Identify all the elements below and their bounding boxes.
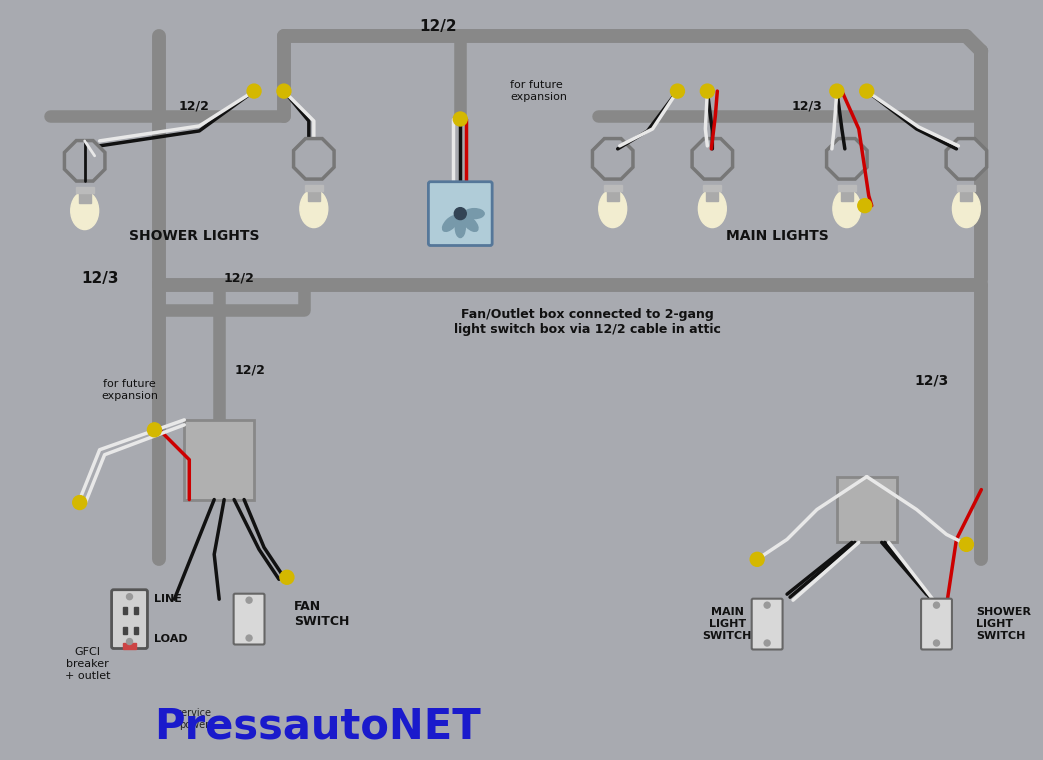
Ellipse shape — [952, 190, 980, 227]
Ellipse shape — [71, 192, 99, 230]
Circle shape — [750, 553, 765, 566]
Bar — [78, 191, 91, 203]
Polygon shape — [65, 141, 105, 181]
Text: service
power: service power — [176, 708, 212, 730]
Circle shape — [246, 597, 252, 603]
FancyBboxPatch shape — [112, 590, 147, 648]
Circle shape — [454, 112, 467, 126]
Text: SHOWER
LIGHT
SWITCH: SHOWER LIGHT SWITCH — [976, 607, 1032, 641]
Text: MAIN LIGHTS: MAIN LIGHTS — [726, 229, 828, 242]
Bar — [308, 188, 320, 201]
Polygon shape — [946, 138, 987, 179]
Text: GFCI
breaker
+ outlet: GFCI breaker + outlet — [65, 648, 111, 680]
FancyBboxPatch shape — [752, 599, 782, 650]
Text: 12/2: 12/2 — [419, 19, 457, 34]
Bar — [703, 185, 722, 191]
Bar — [135, 607, 139, 614]
Text: LINE: LINE — [154, 594, 183, 604]
Text: 12/2: 12/2 — [223, 272, 254, 285]
Text: FAN
SWITCH: FAN SWITCH — [294, 600, 349, 628]
Bar — [961, 188, 972, 201]
Circle shape — [765, 602, 770, 608]
FancyBboxPatch shape — [429, 182, 492, 245]
Circle shape — [830, 84, 844, 98]
Bar — [122, 607, 126, 614]
Bar — [841, 188, 853, 201]
Text: MAIN
LIGHT
SWITCH: MAIN LIGHT SWITCH — [703, 607, 752, 641]
Text: 12/2: 12/2 — [234, 363, 265, 376]
Circle shape — [126, 594, 132, 600]
Ellipse shape — [699, 190, 726, 227]
Text: 12/3: 12/3 — [81, 271, 118, 286]
Polygon shape — [293, 138, 334, 179]
Polygon shape — [827, 138, 867, 179]
Bar — [122, 627, 126, 634]
Circle shape — [933, 602, 940, 608]
Ellipse shape — [300, 190, 328, 227]
Polygon shape — [592, 138, 633, 179]
Bar — [76, 187, 94, 193]
Text: Fan/Outlet box connected to 2-gang
light switch box via 12/2 cable in attic: Fan/Outlet box connected to 2-gang light… — [455, 309, 722, 336]
Text: 12/2: 12/2 — [178, 100, 210, 112]
Bar — [604, 185, 622, 191]
Text: 12/3: 12/3 — [792, 100, 822, 112]
Bar — [122, 643, 137, 649]
Bar — [838, 185, 856, 191]
Ellipse shape — [599, 190, 627, 227]
Bar — [135, 627, 139, 634]
Ellipse shape — [456, 217, 465, 238]
Bar — [607, 188, 618, 201]
Circle shape — [960, 537, 973, 551]
Circle shape — [455, 207, 466, 220]
Bar — [305, 185, 322, 191]
Circle shape — [280, 570, 294, 584]
Ellipse shape — [833, 190, 860, 227]
Ellipse shape — [464, 209, 484, 219]
Circle shape — [277, 84, 291, 98]
Circle shape — [859, 84, 874, 98]
Bar — [957, 185, 975, 191]
Circle shape — [933, 640, 940, 646]
Circle shape — [765, 640, 770, 646]
Ellipse shape — [462, 216, 478, 231]
Text: SHOWER LIGHTS: SHOWER LIGHTS — [129, 229, 260, 242]
Text: LOAD: LOAD — [154, 634, 188, 644]
Text: for future
expansion: for future expansion — [510, 81, 567, 102]
Circle shape — [126, 638, 132, 644]
FancyBboxPatch shape — [921, 599, 952, 650]
Polygon shape — [693, 138, 732, 179]
FancyBboxPatch shape — [234, 594, 265, 644]
Text: 12/3: 12/3 — [915, 373, 949, 387]
Text: PressautoNET: PressautoNET — [154, 706, 481, 748]
Circle shape — [147, 423, 162, 437]
Bar — [706, 188, 719, 201]
Circle shape — [857, 198, 872, 213]
Circle shape — [701, 84, 714, 98]
FancyBboxPatch shape — [836, 477, 897, 542]
Text: for future
expansion: for future expansion — [101, 379, 159, 401]
Circle shape — [73, 496, 87, 509]
FancyBboxPatch shape — [185, 420, 254, 499]
Circle shape — [671, 84, 684, 98]
Ellipse shape — [442, 216, 458, 231]
Circle shape — [247, 84, 261, 98]
Circle shape — [246, 635, 252, 641]
